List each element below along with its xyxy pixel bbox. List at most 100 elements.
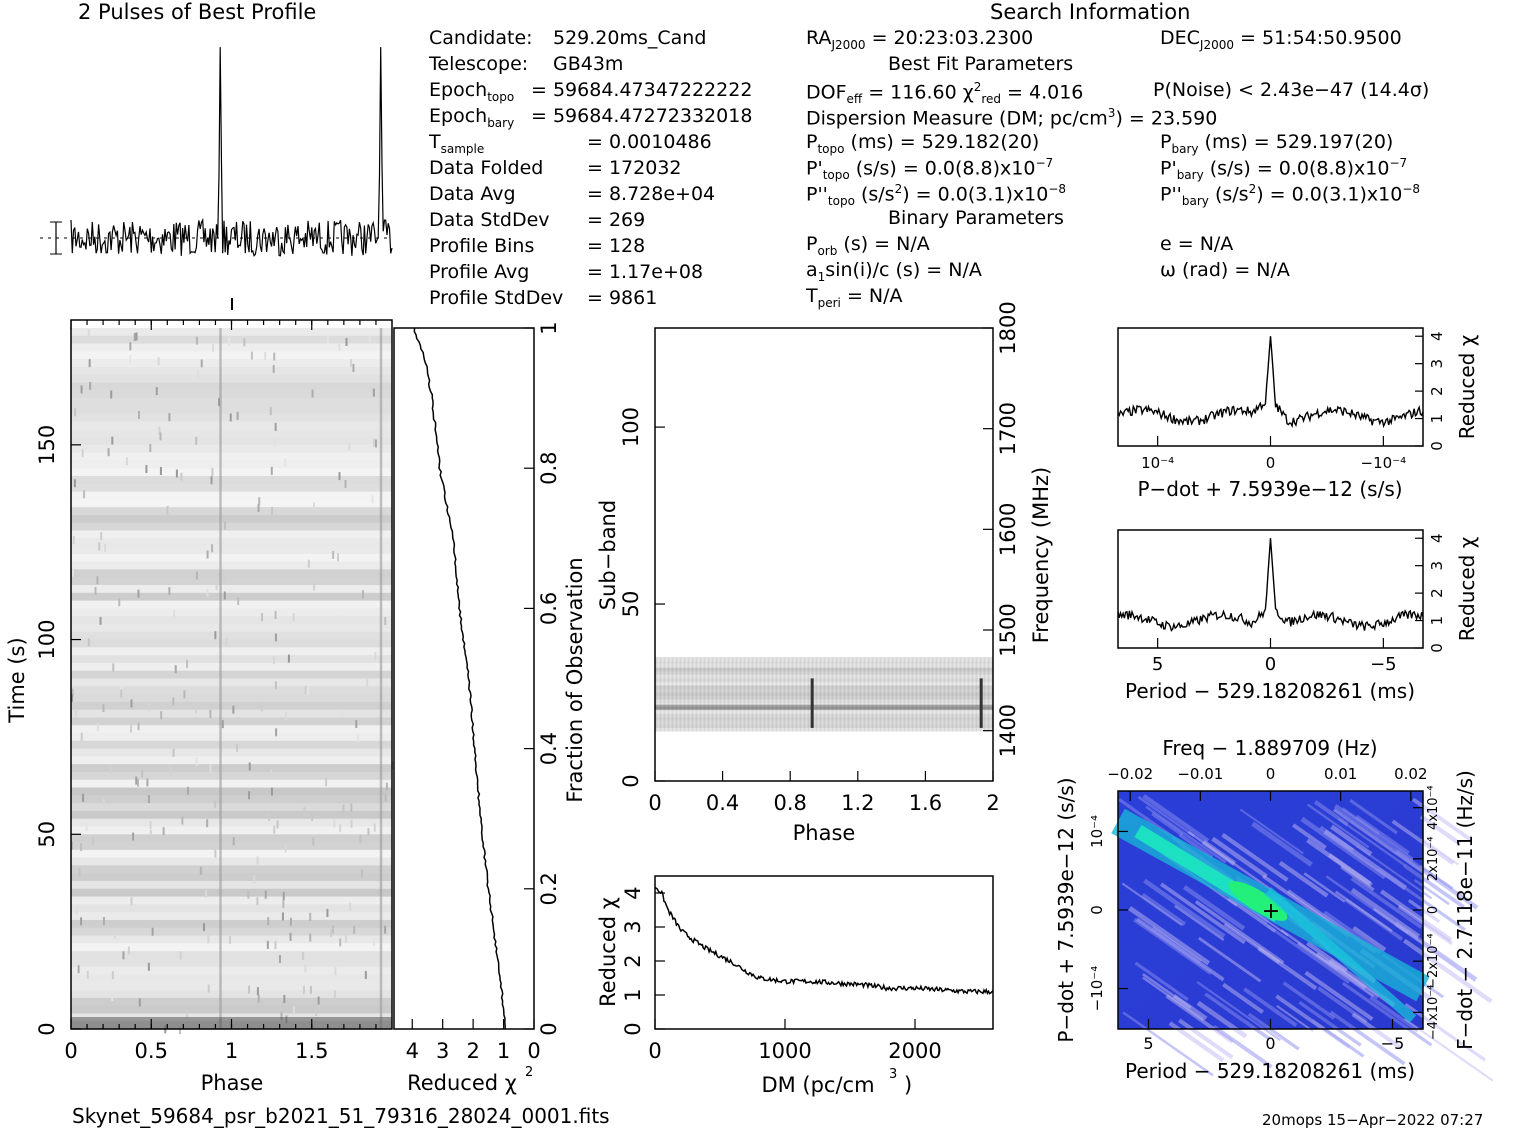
time-phase-noise [274,610,277,619]
ppdot-streak [1257,946,1318,991]
ppdot-freq-tick-label: 0.01 [1324,765,1357,783]
small-x-tick-label: 0 [1265,654,1276,675]
time-phase-noise [352,363,355,372]
info-label: Profile StdDev [429,287,564,309]
small-chi-tick-label: 1 [1428,414,1446,424]
time-phase-row [71,927,392,937]
time-phase-noise [228,337,231,346]
ppdot-best-marker: + [1262,899,1280,924]
ppdot-streak [1142,794,1210,843]
time-phase-noise [138,410,141,419]
time-phase-noise [80,917,83,926]
dm-chi-tick-label: 1 [621,988,645,1001]
ppdot-streak [1403,863,1465,909]
subband-row [655,678,993,682]
time-phase-noise [256,897,259,906]
time-phase-noise [304,964,307,973]
time-phase-row [71,826,392,835]
time-phase-noise [202,923,205,932]
time-phase-noise [94,586,97,595]
small-chi-tick-label: 2 [1428,386,1446,396]
time-phase-noise [331,925,334,934]
time-phase-row [71,888,392,898]
time-phase-noise [350,819,353,828]
time-phase-noise [257,994,260,1003]
time-phase-row [71,873,392,882]
time-phase-row [71,725,392,734]
time-phase-noise [221,720,224,729]
time-phase-row [71,740,392,750]
time-phase-row [71,849,392,859]
time-phase-row [71,382,392,391]
time-phase-row [71,771,392,781]
time-phase-row [71,569,392,578]
ppdot-fdot-axis-label: F−dot − 2.7118e−11 (Hz/s) [1453,770,1477,1050]
time-phase-noise [111,993,114,1002]
time-phase-row [71,366,392,376]
time-phase-noise [120,689,123,698]
time-phase-noise [278,955,281,964]
time-phase-noise [173,610,176,619]
ppdot-streak [1160,882,1246,945]
omega-field: ω (rad) = N/A [1160,259,1290,281]
time-phase-noise [80,843,83,852]
time-phase-noise [111,971,114,980]
time-phase-noise [248,791,251,800]
time-phase-noise [317,996,320,1005]
time-phase-noise [214,849,217,858]
small-chi-tick-label: 3 [1428,359,1446,369]
time-phase-row [71,1005,392,1015]
freq-tick-label: 1600 [996,503,1020,556]
time-phase-noise [125,457,128,466]
time-phase-noise [261,613,264,622]
subband-pulse [810,678,814,728]
time-phase-noise [146,778,149,787]
ppdot-streak [1134,961,1189,1001]
small-chi-tick-label: 4 [1428,331,1446,341]
time-phase-noise [307,559,310,568]
time-phase-noise [303,806,306,815]
time-phase-noise [339,938,342,947]
ppdot-streak [1133,917,1213,975]
subband-row [655,692,993,697]
time-phase-noise [87,638,90,647]
time-phase-row [71,499,392,508]
chi-fraction-line [413,327,506,1029]
time-phase-noise [339,615,342,624]
time-phase-row [71,678,392,687]
ppdot-streak [1373,907,1458,969]
time-phase-noise [339,824,342,833]
dm-tick-label: 2000 [888,1039,941,1063]
time-phase-noise [384,925,387,934]
subband-row [655,674,993,679]
time-phase-noise [159,466,162,475]
ppdot-freq-tick-label: −0.02 [1107,765,1153,783]
time-phase-noise [338,342,341,351]
ra-field: RAJ2000 = 20:23:03.2300 [806,27,1034,52]
ppdot-streak [1211,836,1268,879]
ppdot-pdot-tick-label: 0 [1088,905,1106,915]
time-phase-noise [353,925,356,934]
ppdot-streak [1243,987,1298,1027]
time-phase-noise [135,776,138,785]
info-label: Tsample [429,131,485,156]
time-phase-row [71,553,392,563]
ppdot-streak [1247,1012,1300,1051]
ppdot-streak [1239,808,1304,855]
ppdot-pdot-tick-label: 10⁻⁴ [1088,815,1106,848]
time-phase-noise [236,743,239,752]
time-phase-row [71,600,392,609]
time-phase-noise [355,719,358,728]
time-phase-noise [342,804,345,813]
time-phase-noise [145,465,148,474]
time-phase-noise [82,793,85,802]
time-phase-noise [344,934,347,943]
time-phase-row [71,616,392,625]
dm-chi-axis-label: Reduced χ [596,897,620,1007]
time-phase-noise [75,906,78,915]
time-phase-noise [273,437,276,446]
time-phase-noise [326,336,329,345]
ppdot-streak [1404,1018,1494,1082]
time-phase-noise [96,576,99,585]
ppdot-streak [1292,823,1327,850]
